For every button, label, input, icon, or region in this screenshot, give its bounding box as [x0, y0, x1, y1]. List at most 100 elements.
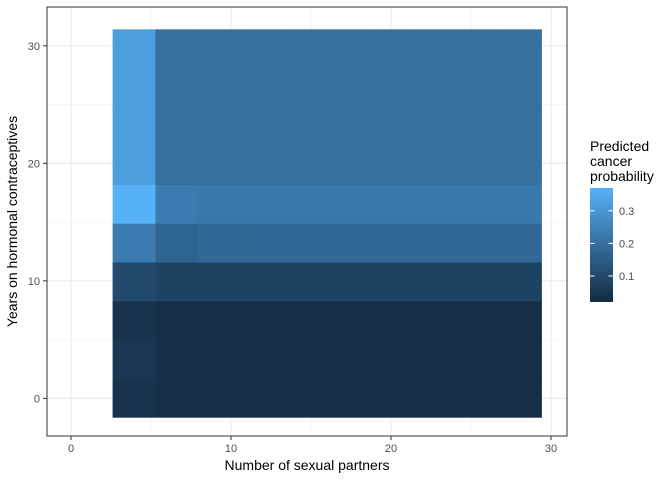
heatmap-cell: [241, 184, 285, 224]
heatmap-cell: [198, 184, 242, 224]
heatmap-cell: [198, 223, 242, 263]
heatmap-cell: [327, 145, 371, 185]
heatmap-cell: [241, 29, 285, 69]
heatmap-cell: [412, 223, 457, 263]
heatmap-cell: [112, 378, 156, 418]
heatmap-cell: [498, 339, 542, 379]
heatmap-cell: [241, 300, 285, 341]
colorbar-tick-label: 0.1: [619, 271, 634, 283]
y-axis-title: Years on hormonal contraceptives: [4, 116, 20, 327]
heatmap-cell: [112, 262, 156, 302]
heatmap-cell: [198, 29, 242, 69]
heatmap-cell: [498, 29, 542, 69]
heatmap-cell: [412, 300, 457, 341]
heatmap-cell: [241, 68, 285, 108]
heatmap-cell: [412, 184, 457, 224]
heatmap-cell: [284, 106, 328, 147]
heatmap-cell: [241, 223, 285, 263]
heatmap-cell: [369, 339, 414, 379]
heatmap-cell: [198, 300, 242, 341]
heatmap-cell: [155, 68, 199, 108]
heatmap-cell: [112, 300, 156, 341]
heatmap-cell: [369, 184, 414, 224]
heatmap-cell: [155, 378, 199, 418]
colorbar-tick-label: 0.3: [619, 206, 634, 218]
legend-title-line: probability: [590, 168, 654, 184]
x-tick-label: 30: [545, 443, 557, 455]
heatmap-cell: [198, 262, 242, 302]
y-tick-label: 10: [28, 276, 40, 288]
heatmap-cell: [327, 378, 371, 418]
heatmap-cell: [455, 29, 500, 69]
heatmap-cell: [412, 106, 457, 147]
heatmap-cell: [284, 339, 328, 379]
heatmap-cell: [241, 339, 285, 379]
heatmap-cell: [455, 262, 500, 302]
heatmap-cell: [155, 184, 199, 224]
heatmap-cell: [498, 262, 542, 302]
heatmap-cell: [455, 339, 500, 379]
heatmap-cell: [112, 223, 156, 263]
heatmap-cell: [327, 300, 371, 341]
heatmap-cell: [198, 145, 242, 185]
y-tick-label: 30: [28, 41, 40, 53]
heatmap-cell: [284, 68, 328, 108]
heatmap-cell: [284, 262, 328, 302]
heatmap-cell: [369, 29, 414, 69]
heatmap-cell: [241, 378, 285, 418]
colorbar-legend: Predicted cancer probability 0.1 0.2 0.3: [590, 138, 654, 302]
heatmap-cell: [155, 145, 199, 185]
heatmap-cell: [327, 223, 371, 263]
heatmap-cell: [198, 339, 242, 379]
heatmap-cell: [498, 106, 542, 147]
heatmap-cell: [198, 68, 242, 108]
heatmap-cell: [284, 145, 328, 185]
heatmap-cell: [369, 68, 414, 108]
y-axis: 0 10 20 30: [28, 41, 47, 405]
heatmap-cell: [112, 68, 156, 108]
heatmap-cell: [327, 262, 371, 302]
heatmap-cell: [198, 106, 242, 147]
heatmap-cell: [369, 106, 414, 147]
x-axis: 0 10 20 30: [68, 436, 557, 455]
heatmap-cell: [241, 145, 285, 185]
heatmap-cell: [155, 29, 199, 69]
heatmap-cell: [112, 145, 156, 185]
heatmap-cells: [112, 29, 542, 418]
heatmap-cell: [155, 300, 199, 341]
legend-title-line: Predicted: [590, 138, 649, 154]
heatmap-cell: [155, 223, 199, 263]
heatmap-cell: [455, 378, 500, 418]
x-tick-label: 20: [385, 443, 397, 455]
heatmap-cell: [284, 378, 328, 418]
heatmap-cell: [369, 300, 414, 341]
heatmap-cell: [284, 184, 328, 224]
heatmap-cell: [112, 339, 156, 379]
heatmap-cell: [498, 300, 542, 341]
heatmap-cell: [155, 106, 199, 147]
heatmap-cell: [284, 300, 328, 341]
heatmap-cell: [112, 184, 156, 224]
heatmap-cell: [284, 29, 328, 69]
heatmap-cell: [112, 106, 156, 147]
y-tick-label: 20: [28, 158, 40, 170]
heatmap-cell: [498, 378, 542, 418]
legend-title-line: cancer: [590, 153, 632, 169]
heatmap-cell: [369, 262, 414, 302]
heatmap-cell: [412, 339, 457, 379]
heatmap-cell: [369, 223, 414, 263]
x-tick-label: 0: [68, 443, 74, 455]
heatmap-cell: [198, 378, 242, 418]
heatmap-cell: [327, 106, 371, 147]
heatmap-cell: [369, 145, 414, 185]
heatmap-cell: [412, 378, 457, 418]
heatmap-cell: [327, 184, 371, 224]
heatmap-cell: [498, 145, 542, 185]
heatmap-cell: [412, 68, 457, 108]
heatmap-cell: [455, 106, 500, 147]
heatmap-cell: [112, 29, 156, 69]
panel-border: [46, 6, 568, 437]
x-tick-label: 10: [225, 443, 237, 455]
heatmap-cell: [455, 184, 500, 224]
